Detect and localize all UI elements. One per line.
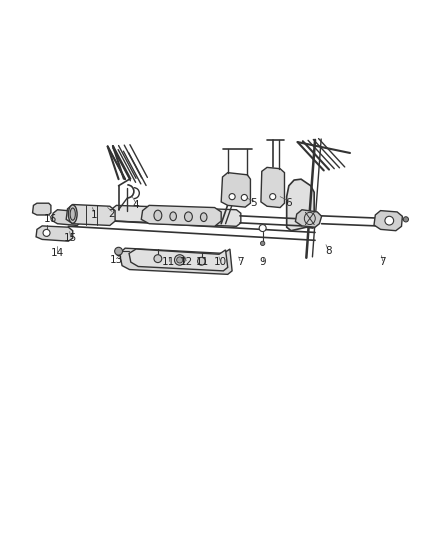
Polygon shape [141,205,221,227]
Text: 11: 11 [196,257,209,267]
Text: 10: 10 [214,257,227,267]
Polygon shape [261,167,285,207]
Ellipse shape [154,210,162,221]
Circle shape [174,255,185,265]
Text: 13: 13 [110,255,123,265]
Polygon shape [66,205,115,225]
Text: 8: 8 [325,246,332,256]
Text: 2: 2 [109,209,115,219]
Circle shape [198,257,205,265]
Ellipse shape [184,212,192,222]
Circle shape [154,255,162,263]
Circle shape [177,257,183,263]
Polygon shape [120,248,232,274]
Text: 1: 1 [91,210,98,220]
Text: 12: 12 [180,257,193,267]
Circle shape [403,217,409,222]
Text: 11: 11 [162,257,175,267]
Polygon shape [374,211,403,231]
Circle shape [261,241,265,246]
Circle shape [229,193,235,200]
Text: 9: 9 [259,257,266,267]
Circle shape [259,224,266,231]
Circle shape [385,216,394,225]
Polygon shape [295,210,321,227]
Polygon shape [287,179,314,231]
Text: 16: 16 [44,214,57,224]
Circle shape [43,229,50,236]
Text: 15: 15 [64,233,77,243]
Text: 14: 14 [51,248,64,259]
Text: 5: 5 [251,198,257,208]
Circle shape [115,247,123,255]
Ellipse shape [201,213,207,222]
Ellipse shape [70,208,75,220]
Ellipse shape [68,205,77,223]
Polygon shape [36,226,73,241]
Polygon shape [52,210,81,225]
Circle shape [241,195,247,200]
Text: 4: 4 [133,200,139,211]
Circle shape [270,193,276,200]
Ellipse shape [170,212,177,221]
Polygon shape [129,249,228,271]
Text: 7: 7 [379,257,386,267]
Text: 6: 6 [286,198,292,208]
Polygon shape [111,205,241,227]
Polygon shape [32,203,51,215]
Polygon shape [221,173,251,207]
Text: 7: 7 [237,257,243,267]
